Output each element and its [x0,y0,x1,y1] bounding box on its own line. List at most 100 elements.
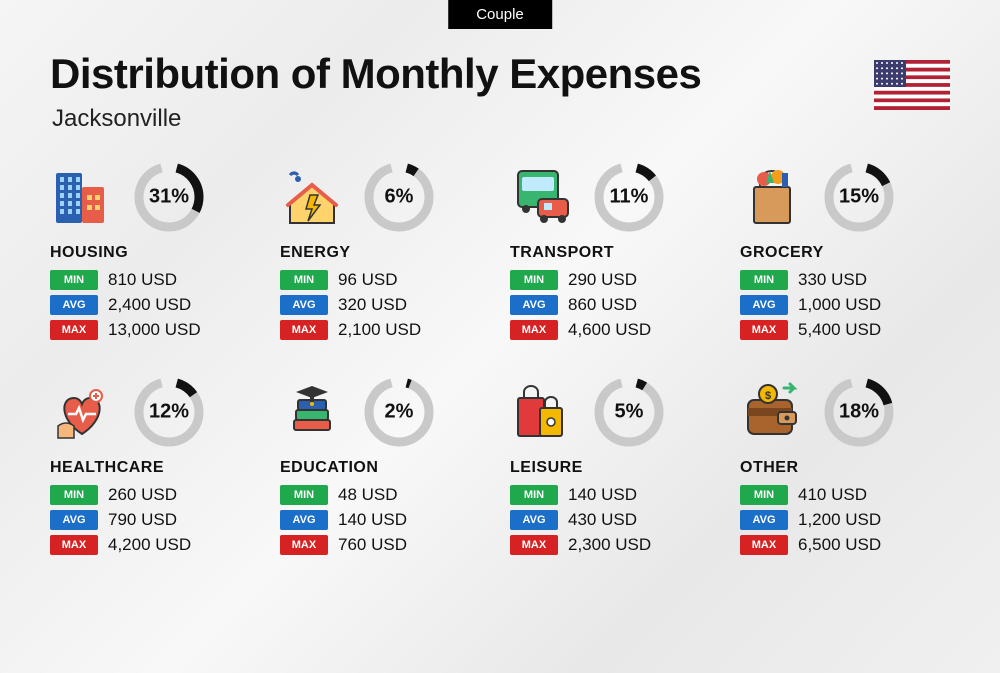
percent-value: 6% [385,186,414,209]
min-value: 96 USD [338,270,398,290]
avg-value: 2,400 USD [108,295,191,315]
stat-min: MIN 810 USD [50,270,260,290]
min-value: 810 USD [108,270,177,290]
max-value: 2,100 USD [338,320,421,340]
bus-car-icon [510,165,574,229]
percent-ring: 6% [362,160,436,234]
stat-avg: AVG 1,000 USD [740,295,950,315]
stat-avg: AVG 790 USD [50,510,260,530]
max-badge: MAX [510,320,558,340]
category-card-other: $ 18% OTHER MIN 410 USD AVG 1,200 USD MA… [740,375,950,560]
min-value: 330 USD [798,270,867,290]
stat-min: MIN 290 USD [510,270,720,290]
percent-value: 2% [385,401,414,424]
percent-ring: 2% [362,375,436,449]
category-card-leisure: 5% LEISURE MIN 140 USD AVG 430 USD MAX 2… [510,375,720,560]
percent-value: 31% [149,186,189,209]
category-card-education: 2% EDUCATION MIN 48 USD AVG 140 USD MAX … [280,375,490,560]
avg-badge: AVG [740,510,788,530]
max-badge: MAX [280,320,328,340]
category-card-grocery: 15% GROCERY MIN 330 USD AVG 1,000 USD MA… [740,160,950,345]
category-label: LEISURE [510,459,720,477]
max-value: 760 USD [338,535,407,555]
country-flag-icon [874,60,950,110]
stat-min: MIN 140 USD [510,485,720,505]
category-label: OTHER [740,459,950,477]
percent-ring: 11% [592,160,666,234]
avg-value: 1,200 USD [798,510,881,530]
percent-ring: 31% [132,160,206,234]
avg-badge: AVG [280,295,328,315]
stat-max: MAX 4,200 USD [50,535,260,555]
min-badge: MIN [510,270,558,290]
avg-value: 860 USD [568,295,637,315]
avg-value: 320 USD [338,295,407,315]
avg-badge: AVG [510,510,558,530]
percent-ring: 15% [822,160,896,234]
min-value: 290 USD [568,270,637,290]
percent-value: 11% [610,186,649,209]
category-card-energy: 6% ENERGY MIN 96 USD AVG 320 USD MAX 2,1… [280,160,490,345]
min-badge: MIN [740,270,788,290]
percent-value: 15% [839,186,879,209]
stat-min: MIN 48 USD [280,485,490,505]
household-tab: Couple [448,0,552,29]
min-value: 410 USD [798,485,867,505]
wallet-icon: $ [740,380,804,444]
category-card-transport: 11% TRANSPORT MIN 290 USD AVG 860 USD MA… [510,160,720,345]
min-badge: MIN [280,485,328,505]
min-value: 260 USD [108,485,177,505]
min-badge: MIN [50,270,98,290]
min-value: 140 USD [568,485,637,505]
avg-badge: AVG [510,295,558,315]
stat-avg: AVG 430 USD [510,510,720,530]
avg-value: 1,000 USD [798,295,881,315]
grocery-bag-icon [740,165,804,229]
svg-text:$: $ [765,390,771,402]
category-label: GROCERY [740,244,950,262]
shopping-bags-icon [510,380,574,444]
category-label: HOUSING [50,244,260,262]
category-card-healthcare: 12% HEALTHCARE MIN 260 USD AVG 790 USD M… [50,375,260,560]
stat-min: MIN 410 USD [740,485,950,505]
category-label: EDUCATION [280,459,490,477]
percent-value: 18% [839,401,879,424]
avg-value: 140 USD [338,510,407,530]
avg-badge: AVG [50,295,98,315]
percent-ring: 12% [132,375,206,449]
percent-ring: 18% [822,375,896,449]
category-label: TRANSPORT [510,244,720,262]
max-value: 6,500 USD [798,535,881,555]
stat-avg: AVG 860 USD [510,295,720,315]
category-label: HEALTHCARE [50,459,260,477]
min-badge: MIN [280,270,328,290]
percent-value: 5% [615,401,644,424]
stat-max: MAX 760 USD [280,535,490,555]
max-value: 2,300 USD [568,535,651,555]
category-label: ENERGY [280,244,490,262]
stat-avg: AVG 2,400 USD [50,295,260,315]
stat-avg: AVG 320 USD [280,295,490,315]
stat-max: MAX 2,300 USD [510,535,720,555]
percent-value: 12% [149,401,189,424]
max-badge: MAX [740,320,788,340]
city-subtitle: Jacksonville [52,105,181,133]
avg-badge: AVG [50,510,98,530]
max-badge: MAX [280,535,328,555]
buildings-icon [50,165,114,229]
min-badge: MIN [740,485,788,505]
max-value: 13,000 USD [108,320,201,340]
stat-min: MIN 330 USD [740,270,950,290]
avg-badge: AVG [280,510,328,530]
health-heart-icon [50,380,114,444]
avg-value: 430 USD [568,510,637,530]
min-badge: MIN [510,485,558,505]
grad-books-icon [280,380,344,444]
stat-avg: AVG 1,200 USD [740,510,950,530]
min-badge: MIN [50,485,98,505]
avg-value: 790 USD [108,510,177,530]
category-card-housing: 31% HOUSING MIN 810 USD AVG 2,400 USD MA… [50,160,260,345]
avg-badge: AVG [740,295,788,315]
stat-max: MAX 4,600 USD [510,320,720,340]
page-title: Distribution of Monthly Expenses [50,50,701,98]
